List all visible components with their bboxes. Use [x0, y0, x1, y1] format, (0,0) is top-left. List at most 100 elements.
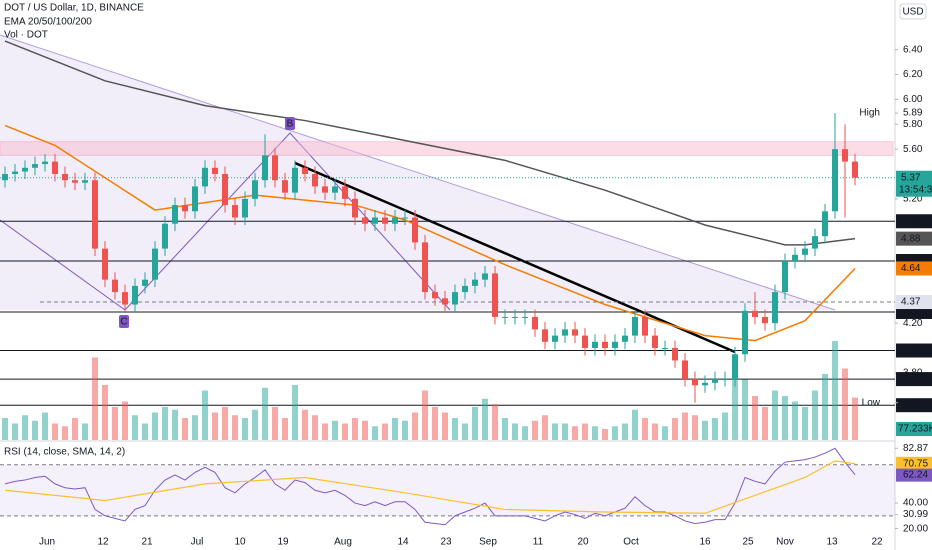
candle-body: [52, 161, 58, 175]
volume-bar: [442, 412, 448, 440]
volume-bar: [102, 385, 108, 440]
candle-body: [582, 335, 588, 349]
y-tick-label: 4.20: [903, 318, 923, 329]
rsi-tick-label: 20.00: [903, 523, 928, 534]
date-label: 14: [397, 537, 409, 548]
volume-last-label: 77.233K: [898, 424, 932, 435]
date-label: 20: [577, 537, 589, 548]
candle-body: [102, 248, 108, 280]
candle-body: [442, 298, 448, 305]
candle-body: [162, 223, 168, 249]
candle-body: [842, 149, 848, 162]
candle-body: [722, 379, 728, 381]
date-label: 16: [699, 537, 711, 548]
volume-bar: [742, 379, 748, 440]
volume-bar: [152, 412, 158, 440]
candle-body: [272, 155, 278, 181]
volume-bar: [722, 412, 728, 440]
rsi-tick-label: 40.00: [903, 498, 928, 509]
low-value: 3.56: [903, 397, 923, 408]
candle-body: [482, 273, 488, 280]
candle-body: [642, 316, 648, 336]
chart-title: DOT / US Dollar, 1D, BINANCE: [4, 3, 144, 14]
candle-body: [622, 335, 628, 342]
rsi-badge: [896, 468, 932, 482]
y-tick-label: 6.00: [903, 94, 923, 105]
volume-bar: [632, 409, 638, 440]
volume-bar: [822, 374, 828, 440]
candle-body: [372, 217, 378, 224]
currency-box[interactable]: [899, 3, 927, 20]
date-label: 12: [97, 537, 109, 548]
volume-bar: [482, 398, 488, 440]
ema-badge-bg: [896, 261, 932, 276]
ema-label: 4.88: [901, 233, 921, 244]
candle-body: [392, 217, 398, 224]
date-label: Oct: [623, 537, 639, 548]
y-tick-label: 6.40: [903, 44, 923, 55]
candle-body: [752, 310, 758, 317]
rsi-sma-label: 70.75: [903, 458, 928, 469]
pattern-label: C: [120, 317, 127, 328]
volume-bar: [302, 409, 308, 440]
candle-body: [512, 316, 518, 318]
candle-body: [472, 279, 478, 286]
candle-body: [592, 341, 598, 349]
candle-body: [812, 236, 818, 249]
ema-badge-bg: [896, 231, 932, 246]
candle-body: [522, 316, 528, 318]
pattern-label: B: [287, 119, 294, 130]
candle-body: [672, 348, 678, 361]
volume-bar: [232, 415, 238, 440]
candle-body: [212, 167, 218, 175]
volume-bar: [32, 420, 38, 440]
candle-body: [602, 341, 608, 349]
candle-body: [352, 198, 358, 218]
candle-body: [772, 292, 778, 324]
candle-body: [112, 279, 118, 293]
candle-body: [492, 273, 498, 317]
volume-bar: [332, 420, 338, 440]
candle-body: [782, 261, 788, 293]
date-label: Jun: [39, 537, 55, 548]
ema-line: [4, 40, 856, 246]
level-label: 5.02: [901, 216, 921, 227]
volume-bar: [532, 420, 538, 440]
volume-bar: [402, 420, 408, 440]
volume-bar: [112, 407, 118, 440]
date-label: Jul: [191, 537, 204, 548]
date-label: Aug: [334, 537, 352, 548]
candle-body: [22, 167, 28, 172]
candle-body: [682, 360, 688, 380]
date-label: Nov: [776, 537, 794, 548]
candle-body: [432, 292, 438, 299]
candle-body: [832, 149, 838, 212]
volume-bar: [572, 426, 578, 440]
volume-bar: [2, 418, 8, 440]
chart-layer: BC: [0, 40, 895, 526]
volume-bar: [792, 401, 798, 440]
candle-body: [242, 198, 248, 218]
volume-bar: [752, 396, 758, 440]
ema-line: [4, 124, 856, 342]
volume-bar: [432, 407, 438, 440]
volume-bar: [252, 409, 258, 440]
candle-body: [82, 180, 88, 183]
candle-body: [232, 205, 238, 218]
volume-bar: [362, 420, 368, 440]
candle-body: [762, 316, 768, 324]
volume-bar: [92, 357, 98, 440]
volume-bar: [652, 423, 658, 440]
candle-body: [632, 316, 638, 336]
candle-body: [252, 180, 258, 199]
volume-bar: [782, 396, 788, 440]
candle-body: [692, 379, 698, 386]
high-label: High: [859, 108, 880, 119]
low-label: Low: [862, 397, 881, 408]
candle-body: [452, 292, 458, 305]
volume-bar: [62, 426, 68, 440]
volume-bar: [82, 423, 88, 440]
volume-bar: [662, 426, 668, 440]
volume-bar: [322, 423, 328, 440]
volume-bar: [692, 415, 698, 440]
